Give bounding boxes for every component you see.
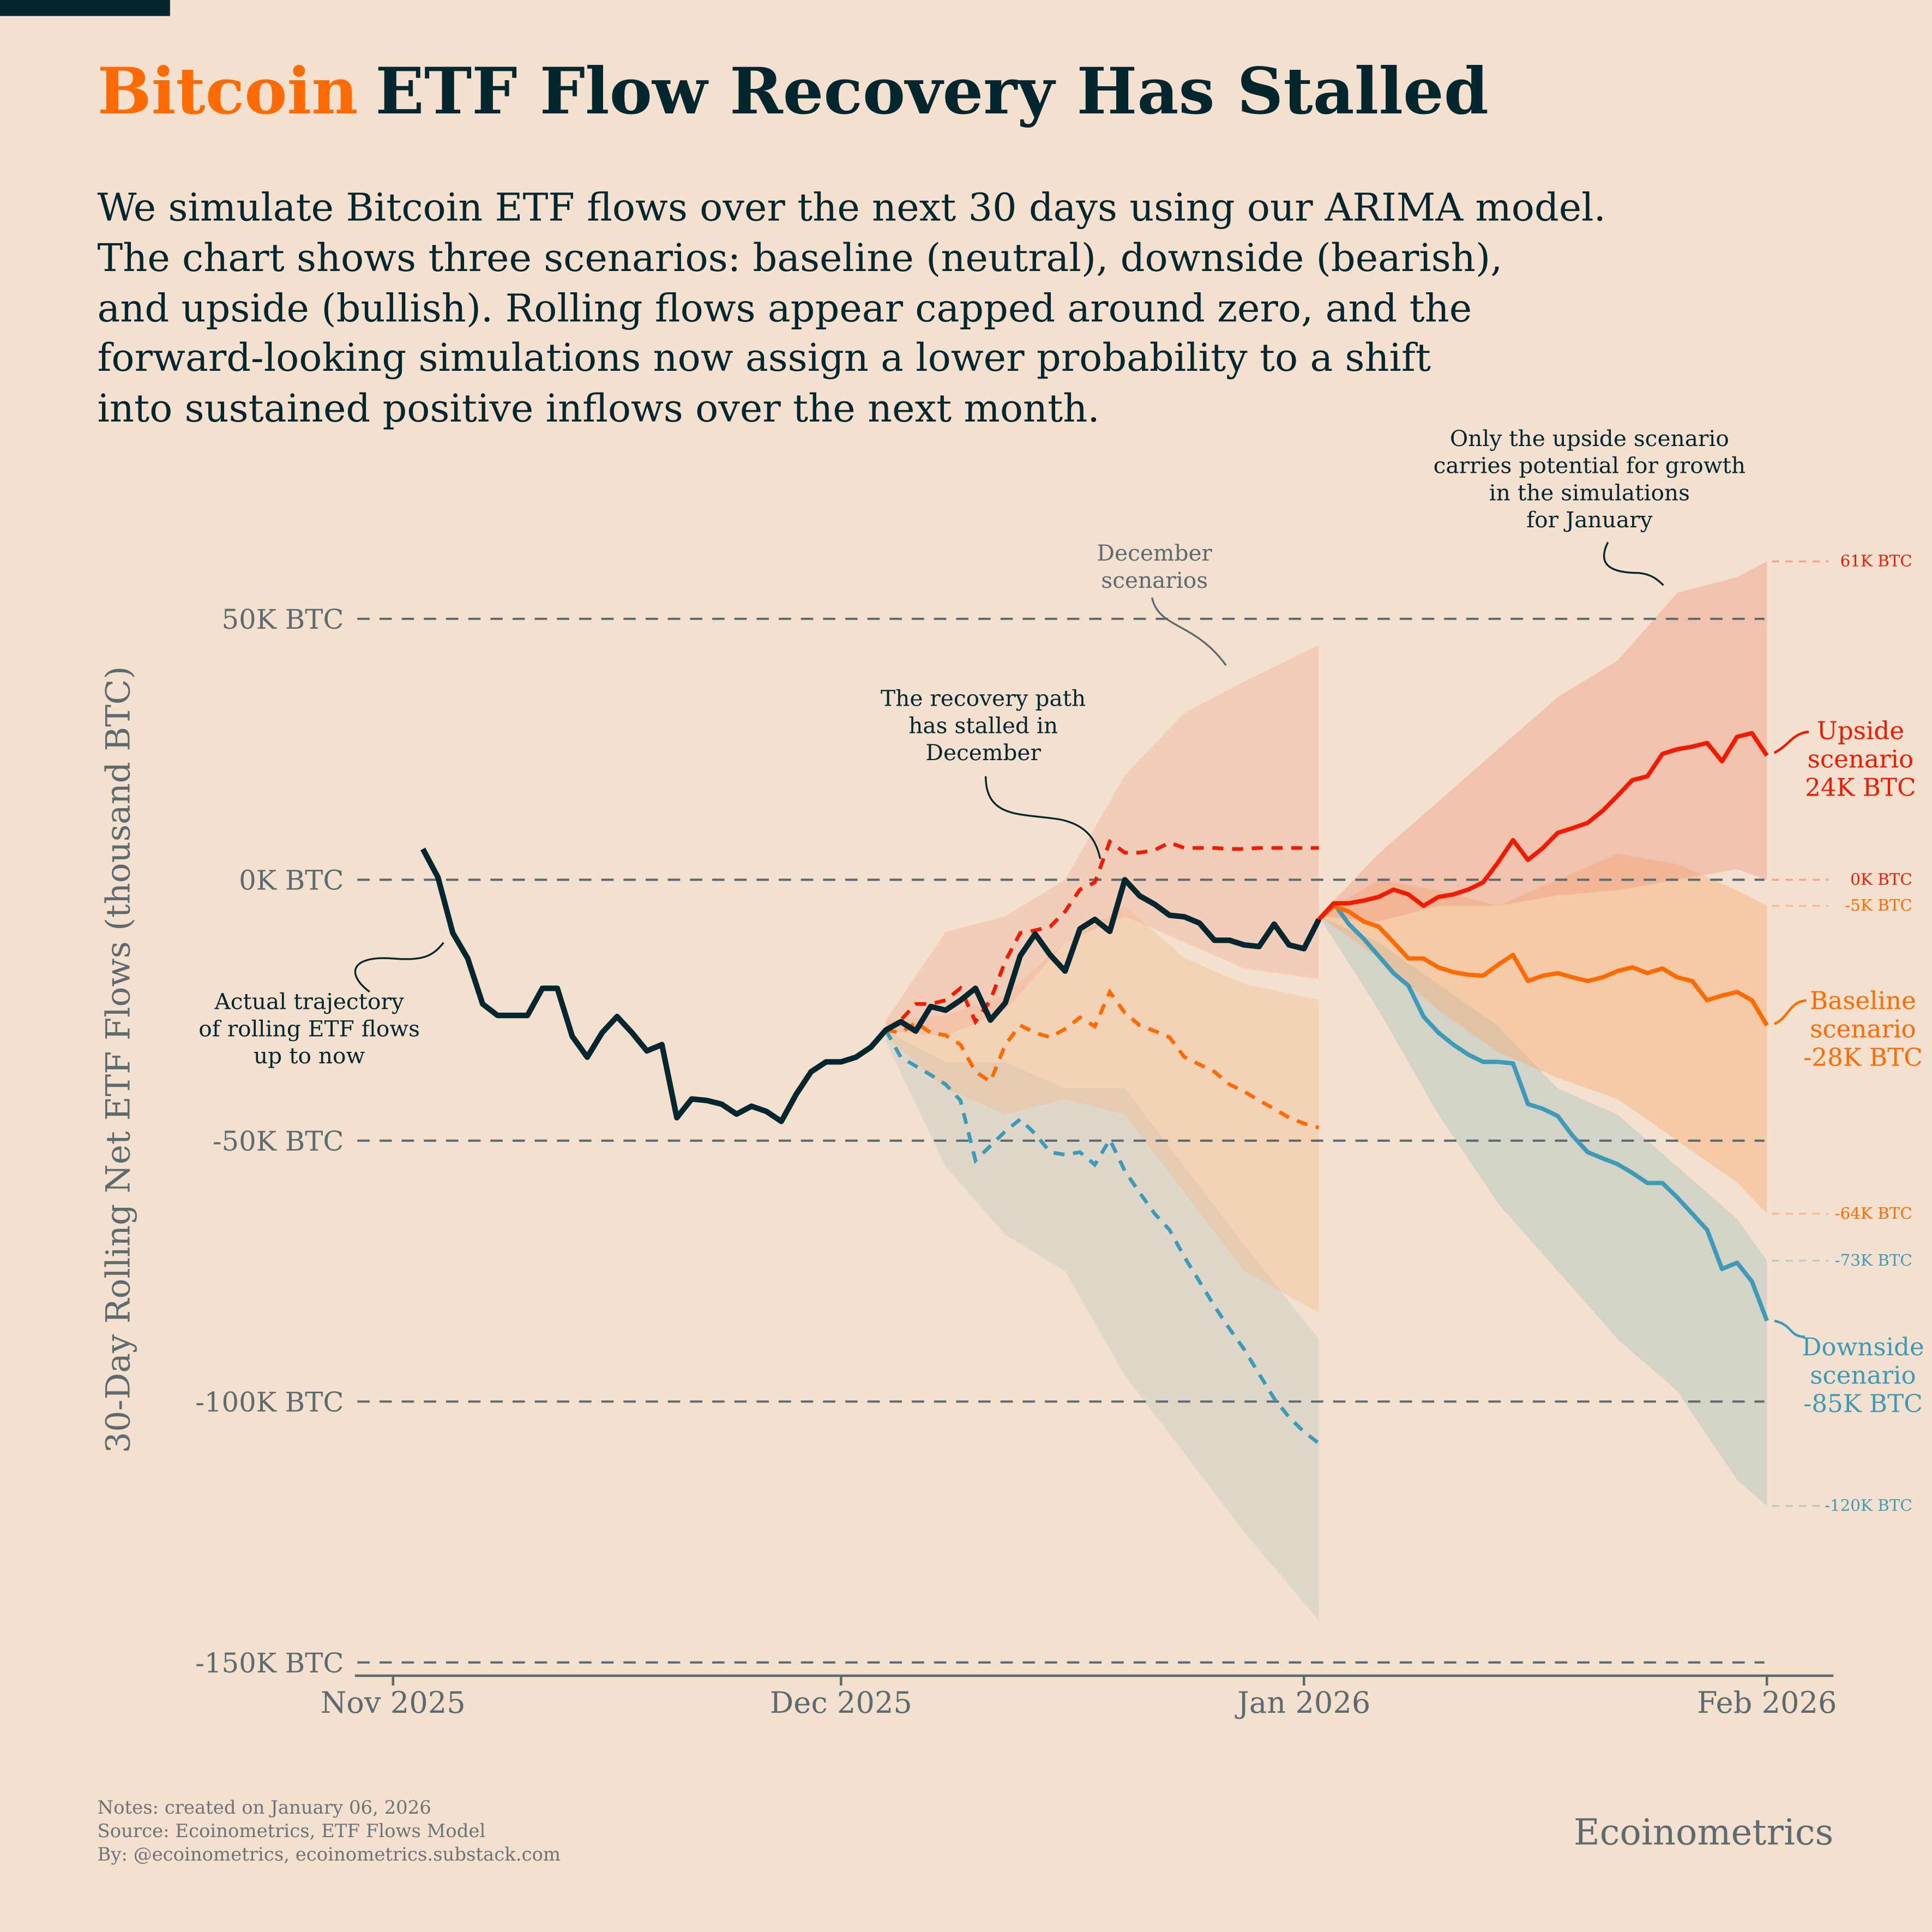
range-label: 61K BTC <box>1840 552 1912 570</box>
range-labels: 61K BTC 0K BTC -5K BTC -64K BTC -73K BTC -120… <box>1772 552 1912 1515</box>
december-upside-line <box>884 839 1319 1032</box>
range-label: 0K BTC <box>1850 870 1912 888</box>
y-axis-label: 30-Day Rolling Net ETF Flows (thousand B… <box>99 666 137 1453</box>
y-tick-label: -50K BTC <box>213 1126 344 1157</box>
downside-label: -85K BTC <box>1803 1389 1923 1418</box>
december-baseline-band <box>886 906 1319 1313</box>
y-tick-label: -100K BTC <box>195 1386 344 1418</box>
annotation-text: Actual trajectory of rolling ETF flows u… <box>198 425 1746 1069</box>
y-tick-label: 0K BTC <box>239 864 344 896</box>
footer-notes: Notes: created on January 06, 2026 <box>98 1797 431 1818</box>
december-downside-band <box>886 1031 1319 1621</box>
january-downside-line <box>1317 901 1769 1322</box>
subtitle-line: forward-looking simulations now assign a… <box>98 335 1431 380</box>
upside-label: 24K BTC <box>1805 773 1916 802</box>
scenario-labels: Upside scenario 24K BTC Baseline scenari… <box>1773 717 1924 1418</box>
title-rest: ETF Flow Recovery Has Stalled <box>375 53 1489 129</box>
y-tick-label: -150K BTC <box>195 1647 344 1679</box>
annotation-arrow-actual <box>354 942 444 993</box>
chart-title: Bitcoin ETF Flow Recovery Has Stalled <box>98 53 1489 129</box>
january-baseline-line <box>1317 904 1769 1027</box>
x-tick-label: Feb 2026 <box>1697 1686 1837 1720</box>
january-upside-band <box>1319 561 1767 922</box>
subtitle-line: into sustained positive inflows over the… <box>98 386 1100 431</box>
top-accent-bar <box>0 0 170 16</box>
brand-logo-text: Ecoinometrics <box>1574 1812 1833 1853</box>
baseline-label: -28K BTC <box>1803 1043 1923 1072</box>
annotation-stalled: has stalled in <box>908 712 1058 738</box>
range-label: -73K BTC <box>1835 1251 1912 1269</box>
upside-label: Upside <box>1817 717 1904 745</box>
upside-arrow <box>1773 730 1809 754</box>
series-lines <box>420 731 1769 1445</box>
january-upside-line <box>1317 731 1769 921</box>
x-axis: Nov 2025 Dec 2025 Jan 2026 Feb 2026 <box>321 1674 1837 1720</box>
january-downside-band <box>1319 916 1767 1506</box>
annotations <box>354 541 1664 993</box>
december-downside-line <box>884 1029 1320 1445</box>
annotation-upside-only: Only the upside scenario <box>1450 425 1729 452</box>
range-label: -120K BTC <box>1825 1496 1912 1515</box>
subtitle-line: The chart shows three scenarios: baselin… <box>98 236 1503 280</box>
subtitle-line: and upside (bullish). Rolling flows appe… <box>98 286 1472 331</box>
title-highlight: Bitcoin <box>98 53 358 129</box>
january-baseline-band <box>1319 853 1767 1214</box>
annotation-upside-only: for January <box>1526 507 1652 533</box>
downside-label: Downside <box>1802 1333 1924 1362</box>
footer: Notes: created on January 06, 2026 Sourc… <box>98 1797 1834 1865</box>
baseline-arrow <box>1773 999 1807 1025</box>
subtitle-line: We simulate Bitcoin ETF flows over the n… <box>98 185 1606 230</box>
footer-source: Source: Ecoinometrics, ETF Flows Model <box>98 1820 486 1841</box>
annotation-actual: up to now <box>254 1043 365 1069</box>
annotation-arrow-upside-only <box>1603 541 1664 586</box>
annotation-arrow-stalled <box>984 776 1102 859</box>
downside-label: scenario <box>1810 1361 1916 1389</box>
annotation-december: scenarios <box>1101 567 1208 593</box>
subtitle: We simulate Bitcoin ETF flows over the n… <box>98 185 1606 430</box>
annotation-actual: of rolling ETF flows <box>198 1015 420 1042</box>
x-tick-label: Jan 2026 <box>1235 1686 1370 1720</box>
downside-arrow <box>1774 1320 1805 1338</box>
annotation-actual: Actual trajectory <box>214 989 404 1015</box>
x-tick-label: Dec 2025 <box>770 1686 912 1720</box>
actual-line <box>420 847 1322 1124</box>
y-tick-label: 50K BTC <box>222 604 344 635</box>
annotation-stalled: The recovery path <box>881 685 1086 712</box>
annotation-upside-only: in the simulations <box>1489 479 1690 505</box>
x-tick-label: Nov 2025 <box>321 1686 466 1720</box>
annotation-arrow-december <box>1151 597 1227 666</box>
range-label: -5K BTC <box>1845 896 1912 914</box>
gridlines: 50K BTC 0K BTC -50K BTC -100K BTC -150K BTC <box>195 604 1765 1679</box>
annotation-stalled: December <box>925 739 1041 766</box>
upside-label: scenario <box>1808 745 1914 774</box>
annotation-december: December <box>1097 540 1212 566</box>
range-label: -64K BTC <box>1835 1204 1912 1223</box>
annotation-upside-only: carries potential for growth <box>1434 453 1746 479</box>
baseline-label: scenario <box>1810 1015 1916 1044</box>
december-baseline-line <box>885 988 1320 1130</box>
footer-by: By: @ecoinometrics, ecoinometrics.substa… <box>98 1844 561 1865</box>
baseline-label: Baseline <box>1810 986 1916 1015</box>
